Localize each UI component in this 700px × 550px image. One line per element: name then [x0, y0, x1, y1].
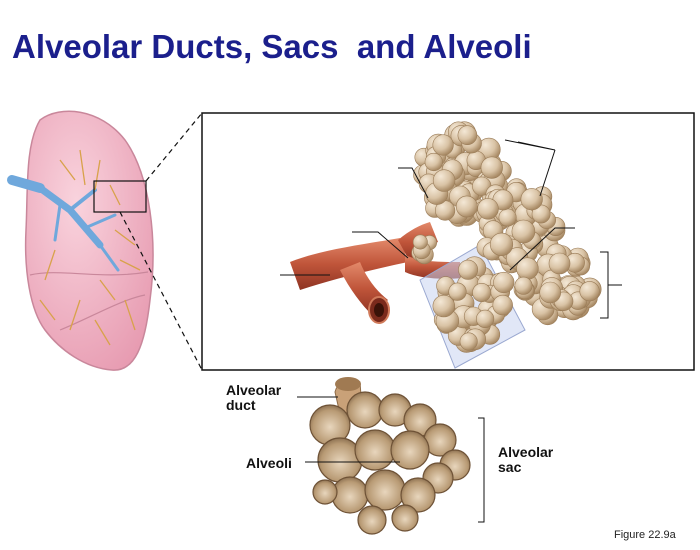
alveolus [458, 259, 479, 280]
alveolus [498, 208, 517, 227]
bronchial-tree [7, 175, 120, 272]
zoom-line-top [145, 112, 203, 182]
slide-title: Alveolar Ducts, Sacs and Alveoli [12, 28, 532, 65]
alveoli-label: Alveoli [246, 455, 292, 471]
alveolus [455, 195, 478, 218]
alveolus [412, 234, 428, 250]
alveolus [459, 332, 478, 351]
alveolar-sac-label: Alveolar sac [498, 445, 553, 475]
alveolus-cup [354, 429, 396, 471]
alveolar-cluster-far-right [513, 243, 602, 326]
alveolus [579, 281, 600, 302]
alveolus [489, 232, 514, 256]
alveolus-cup [400, 477, 436, 513]
alveolar-sac-label-line2: sac [498, 459, 522, 475]
alveolus [511, 219, 536, 244]
alveolus [514, 276, 533, 295]
alveolar-duct-label-line2: duct [226, 397, 256, 413]
alveolar-duct-label: Alveolar duct [226, 383, 281, 413]
alveolar-cluster-top [413, 121, 512, 227]
alveolus [424, 152, 443, 172]
alveolus [476, 309, 495, 329]
alveolus-cup [357, 505, 387, 535]
alveolus [492, 294, 513, 316]
alveolus [480, 156, 503, 179]
sac-leader-lines [297, 396, 485, 523]
alveolus-cup [390, 430, 430, 470]
alveolus-cup [391, 504, 419, 532]
alveolus [539, 281, 562, 304]
alveolus [432, 294, 455, 318]
alveolus-cup [331, 476, 369, 514]
alveolar-cluster-right [476, 178, 566, 274]
alveolus [457, 125, 478, 145]
alveolar-sac-label-line1: Alveolar [498, 444, 554, 460]
alveolar-cluster-center [432, 256, 515, 353]
alveolar-sac [309, 377, 471, 535]
alveolus [477, 198, 499, 220]
zoom-line-bottom [119, 211, 203, 371]
alveolus [432, 134, 454, 156]
alveolar-clusters [411, 121, 602, 353]
alveolus [448, 282, 467, 301]
lung [24, 110, 154, 371]
alveolar-cluster-small [411, 234, 437, 265]
alveolus [472, 282, 492, 302]
alveolus-cup [312, 479, 338, 505]
alveolus [493, 271, 515, 294]
figure-reference: Figure 22.9a [614, 529, 676, 541]
bronchiole-branches [39, 149, 141, 346]
alveolus [432, 169, 456, 192]
panel-leader-lines [280, 139, 622, 319]
alveolus-cup [364, 469, 406, 511]
alveolus-cup [346, 391, 384, 429]
alveolus [520, 188, 543, 211]
alveolar-duct-label-line1: Alveolar [226, 382, 282, 398]
respiratory-bronchiole [290, 222, 462, 324]
alveolus [548, 252, 571, 275]
